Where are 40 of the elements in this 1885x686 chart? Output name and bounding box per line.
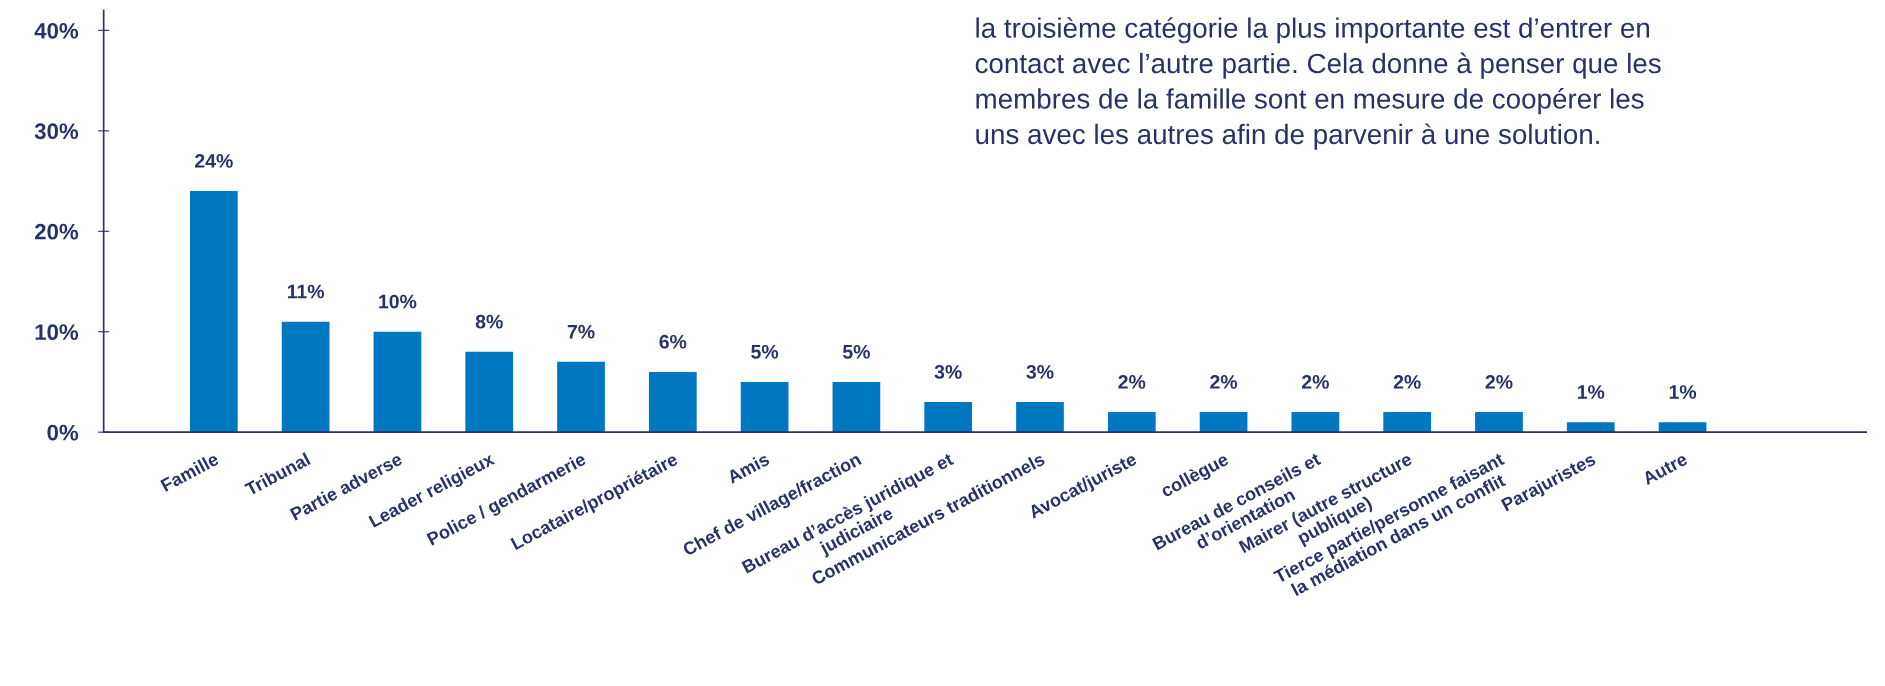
bar: [189, 191, 238, 433]
bar: [373, 331, 422, 433]
bar: [1107, 412, 1156, 433]
data-label: 10%: [379, 294, 417, 309]
annotation: la troisième catégorie la plus importante est d’entrer en contact avec l’autre partie. Cela donne à penser que les membres de la famille sont en mesure de coopérer les uns avec les autres afin de parvenir à une solution.: [975, 17, 1661, 150]
bar: [648, 371, 697, 433]
bar: [1199, 412, 1248, 433]
y-tick-label: 0%: [47, 424, 79, 441]
data-label: 24%: [195, 154, 233, 168]
data-label: 1%: [1577, 385, 1605, 399]
data-label: 2%: [1393, 375, 1421, 389]
y-tick-label: 20%: [34, 223, 79, 240]
data-label: 6%: [659, 334, 687, 349]
bar: [1291, 412, 1340, 433]
data-label: 2%: [1485, 375, 1513, 389]
data-label: 3%: [934, 364, 962, 379]
bar: [1566, 422, 1615, 433]
data-label: 5%: [842, 344, 870, 359]
data-label: 11%: [287, 284, 325, 299]
data-label: 3%: [1026, 364, 1054, 379]
data-label: 8%: [475, 314, 503, 329]
bar: [281, 321, 330, 433]
data-label: 1%: [1669, 385, 1697, 399]
bar: [1016, 402, 1064, 433]
bar: [1475, 412, 1523, 433]
data-label: 7%: [567, 324, 595, 339]
data-label: 2%: [1302, 375, 1329, 389]
bar: [465, 351, 514, 433]
bar: [1383, 412, 1432, 433]
bar: [924, 402, 973, 433]
bar: [740, 381, 789, 433]
x-tick-label: Autre: [1641, 452, 1689, 486]
data-label: 2%: [1210, 375, 1238, 389]
bar: [557, 361, 605, 433]
data-label: 5%: [751, 344, 779, 359]
y-tick-label: 40%: [34, 22, 79, 39]
bar: [832, 381, 881, 433]
y-tick-label: 10%: [35, 324, 79, 340]
data-label: 2%: [1118, 375, 1146, 389]
y-tick-label: 30%: [34, 123, 79, 140]
